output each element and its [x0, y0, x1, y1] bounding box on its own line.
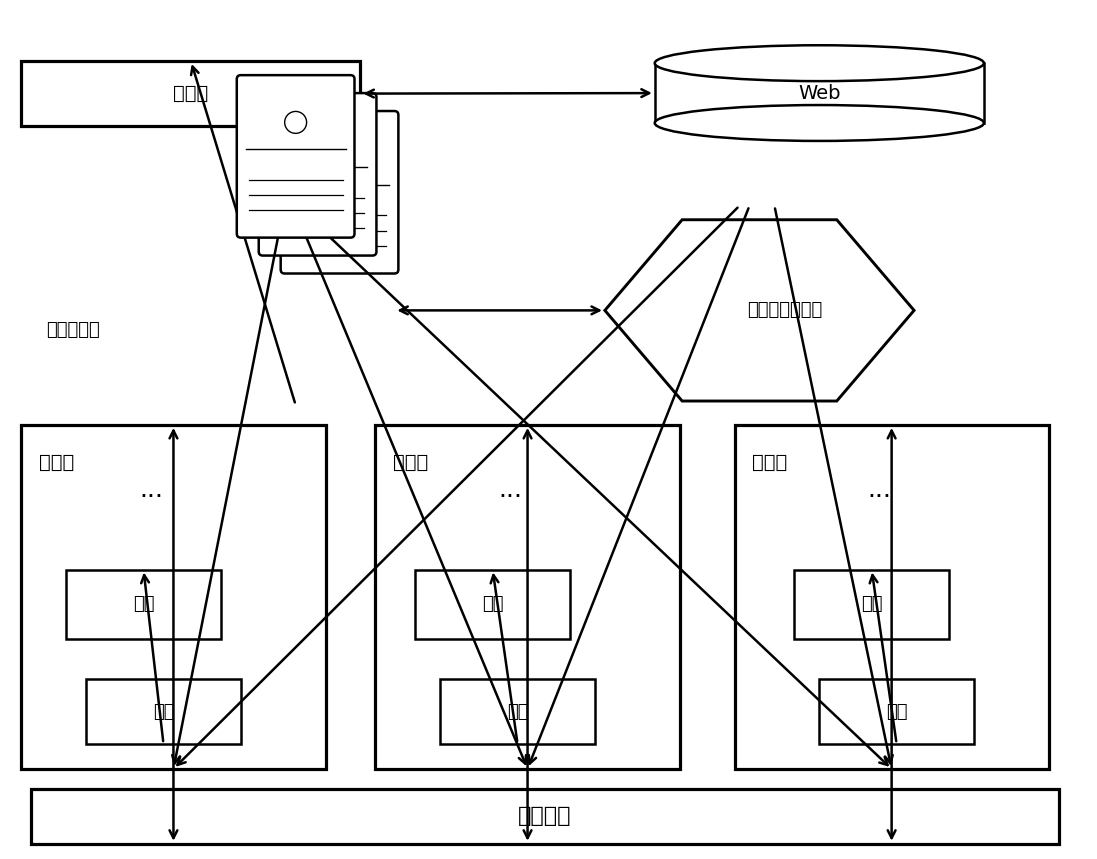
Bar [375, 425, 680, 769]
Text: 容器: 容器 [507, 703, 529, 721]
Text: 容器: 容器 [133, 595, 155, 613]
FancyBboxPatch shape [281, 111, 398, 273]
Bar [655, 64, 984, 123]
Text: ...: ... [867, 478, 891, 502]
Bar [735, 425, 1049, 769]
Bar [794, 570, 949, 639]
FancyBboxPatch shape [259, 93, 376, 256]
Text: 服务端: 服务端 [173, 84, 208, 103]
Bar [21, 61, 361, 126]
Text: 容器: 容器 [861, 595, 882, 613]
Bar [21, 425, 326, 769]
Text: ...: ... [139, 478, 163, 502]
Bar [32, 789, 1059, 844]
Bar [66, 570, 220, 639]
Text: 客户端: 客户端 [39, 453, 75, 472]
Ellipse shape [655, 46, 984, 81]
Bar [416, 570, 570, 639]
Text: ...: ... [498, 478, 522, 502]
Bar [440, 679, 595, 744]
Ellipse shape [655, 105, 984, 141]
Text: 容器: 容器 [886, 703, 907, 721]
Bar [819, 679, 974, 744]
FancyBboxPatch shape [237, 75, 354, 238]
Text: 任务解析器: 任务解析器 [46, 321, 100, 339]
Text: 客户端: 客户端 [394, 453, 429, 472]
Text: 容器编排调度器: 容器编排调度器 [747, 302, 822, 320]
Bar [87, 679, 240, 744]
Polygon shape [604, 220, 914, 401]
Text: 数据仓库: 数据仓库 [518, 807, 572, 826]
Text: 容器: 容器 [152, 703, 174, 721]
Text: 客户端: 客户端 [753, 453, 788, 472]
Text: Web: Web [798, 83, 840, 102]
Text: 容器: 容器 [482, 595, 504, 613]
